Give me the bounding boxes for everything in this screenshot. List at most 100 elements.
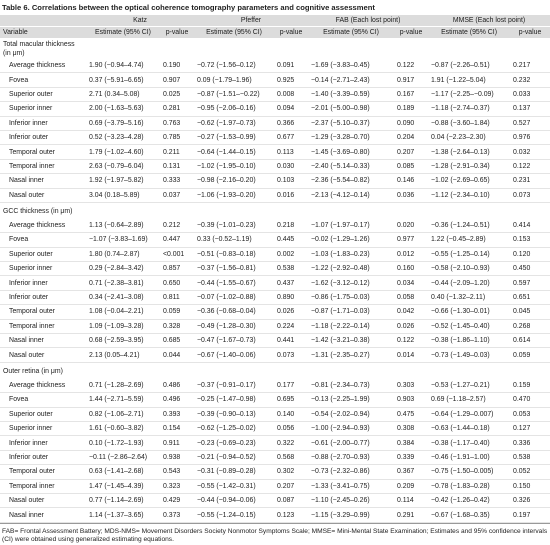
cell: 0.486 [160, 378, 195, 394]
data-row: Inferior outer 0.52 (−3.23–4.28) 0.785 −0.2… [0, 130, 550, 146]
variable: Temporal inner [0, 319, 86, 335]
cell: 0.059 [510, 347, 550, 363]
section-row: Total macular thickness (in μm) [0, 38, 550, 59]
cell: 0.429 [160, 493, 195, 509]
cell: 0.030 [274, 159, 309, 175]
cell: 0.052 [510, 464, 550, 480]
cell: 0.09 (−1.79–1.96) [194, 72, 275, 88]
data-row: Average thickness 1.90 (−0.94–4.74) 0.190−… [0, 59, 550, 74]
cell: 0.339 [394, 450, 429, 466]
variable: Inferior outer [0, 130, 86, 146]
cell: 1.13 (−0.64–2.89) [86, 218, 160, 234]
cell: 0.016 [274, 188, 309, 203]
subheader: p-value [394, 26, 429, 38]
cell: −1.18 (−2.74–0.37) [428, 101, 511, 117]
cell: 1.80 (0.74–2.87) [86, 247, 160, 263]
cell: 1.61 (−0.60–3.82) [86, 421, 160, 437]
subheader: Estimate (95% CI) [308, 26, 395, 38]
cell: 0.042 [394, 304, 429, 320]
section-row: Outer retina (in μm) [0, 362, 550, 379]
cell: 0.393 [160, 407, 195, 422]
cell: −0.42 (−1.26–0.42) [428, 493, 511, 509]
cell: 1.92 (−1.97–5.82) [86, 173, 160, 189]
cell: −0.25 (−1.47–0.98) [194, 392, 275, 408]
cell: 0.911 [160, 435, 195, 451]
cell: −0.55 (−1.42–0.31) [194, 479, 275, 494]
cell: 0.014 [394, 347, 429, 363]
cell: 0.122 [394, 333, 429, 349]
section-title: Total macular thickness (in μm) [3, 41, 75, 57]
cell: −0.53 (−1.27–0.21) [428, 378, 511, 394]
table: Katz Pfeffer FAB (Each lost point) MMSE (Ea… [0, 15, 550, 523]
cell: −0.31 (−0.89–0.28) [194, 464, 275, 480]
data-row: Nasal inner 0.68 (−2.59–3.95) 0.685 −0.47 (… [0, 333, 550, 349]
data-row: Inferior inner 0.71 (−2.38–3.81) 0.650 −0.4… [0, 275, 550, 291]
cell: 2.13 (0.05–4.21) [86, 347, 160, 363]
variable: Superior inner [0, 261, 86, 277]
cell: −1.40 (−3.39–0.59) [308, 87, 395, 103]
cell: −0.27 (−1.53–0.99) [194, 130, 275, 146]
cell: −0.55 (−1.25–0.14) [428, 247, 511, 263]
cell: −1.38 (−2.64–0.13) [428, 144, 511, 160]
cell: −0.88 (−3.60–1.84) [428, 116, 511, 131]
cell: 0.036 [394, 188, 429, 203]
cell: 0.058 [394, 290, 429, 306]
cell: 0.475 [394, 407, 429, 422]
cell: −0.78 (−1.83–0.28) [428, 479, 511, 494]
data-row: Temporal inner 2.63 (−0.79–6.04) 0.131 −1.0… [0, 159, 550, 175]
cell: 0.785 [160, 130, 195, 146]
variable: Superior inner [0, 421, 86, 437]
data-row: Nasal outer 3.04 (0.18–5.89) 0.037 −1.06 (−… [0, 188, 550, 203]
cell: 0.543 [160, 464, 195, 480]
cell: 1.90 (−0.94–4.74) [86, 59, 160, 74]
cell: 1.47 (−1.45–4.39) [86, 479, 160, 494]
data-row: Nasal outer 2.13 (0.05–4.21) 0.044 −0.67 (−… [0, 347, 550, 363]
cell: −0.58 (−2.10–0.93) [428, 261, 511, 277]
header-cell [0, 15, 86, 27]
cell: 0.131 [160, 159, 195, 175]
cell: −0.38 (−1.86–1.10) [428, 333, 511, 349]
cell: 0.025 [160, 87, 195, 103]
cell: 0.008 [274, 87, 309, 103]
cell: 0.384 [394, 435, 429, 451]
cell: 0.441 [274, 333, 309, 349]
cell: −0.75 (−1.50–0.005) [428, 464, 511, 480]
cell: −1.18 (−2.22–0.14) [308, 319, 395, 335]
cell: −0.54 (−2.02–0.94) [308, 407, 395, 422]
cell: −0.52 (−1.45–0.40) [428, 319, 511, 335]
cell: 0.37 (−5.91–6.65) [86, 72, 160, 88]
cell: −0.63 (−1.44–0.18) [428, 421, 511, 437]
variable: Nasal outer [0, 188, 86, 203]
cell: 0.085 [394, 159, 429, 175]
cell: 0.056 [274, 421, 309, 437]
cell: 0.917 [394, 72, 429, 88]
data-row: Temporal inner 1.09 (−1.09–3.28) 0.328 −0.4… [0, 319, 550, 335]
cell: 0.925 [274, 72, 309, 88]
cell: 0.073 [510, 188, 550, 203]
cell: 0.63 (−1.41–2.68) [86, 464, 160, 480]
cell: 0.218 [274, 218, 309, 234]
cell: −0.64 (−1.44–0.15) [194, 144, 275, 160]
variable: Temporal outer [0, 144, 86, 160]
cell: 0.308 [394, 421, 429, 437]
subheader-row: Variable Estimate (95% CI) p-value Estimate… [0, 26, 550, 38]
cell: −0.62 (−1.25–0.02) [194, 421, 275, 437]
cell: 0.977 [394, 232, 429, 248]
cell: 0.087 [274, 493, 309, 509]
cell: −0.36 (−1.24–0.51) [428, 218, 511, 234]
cell: 0.527 [510, 116, 550, 131]
variable: Superior outer [0, 247, 86, 263]
cell: 0.122 [510, 159, 550, 175]
variable: Inferior outer [0, 450, 86, 466]
variable: Fovea [0, 232, 86, 248]
cell: 0.445 [274, 232, 309, 248]
cell: −1.02 (−2.69–0.65) [428, 173, 511, 189]
cell: 0.538 [510, 450, 550, 466]
data-row: Nasal inner 1.14 (−1.37–3.65) 0.373 −0.55 (… [0, 507, 550, 523]
subheader: Estimate (95% CI) [86, 26, 160, 38]
cell: 1.44 (−2.71–5.59) [86, 392, 160, 408]
data-row: Superior inner 0.29 (−2.84–3.42) 0.857 −0.3… [0, 261, 550, 277]
cell: −0.66 (−1.30–0.01) [428, 304, 511, 320]
cell: 0.650 [160, 275, 195, 291]
cell: 0.113 [274, 144, 309, 160]
